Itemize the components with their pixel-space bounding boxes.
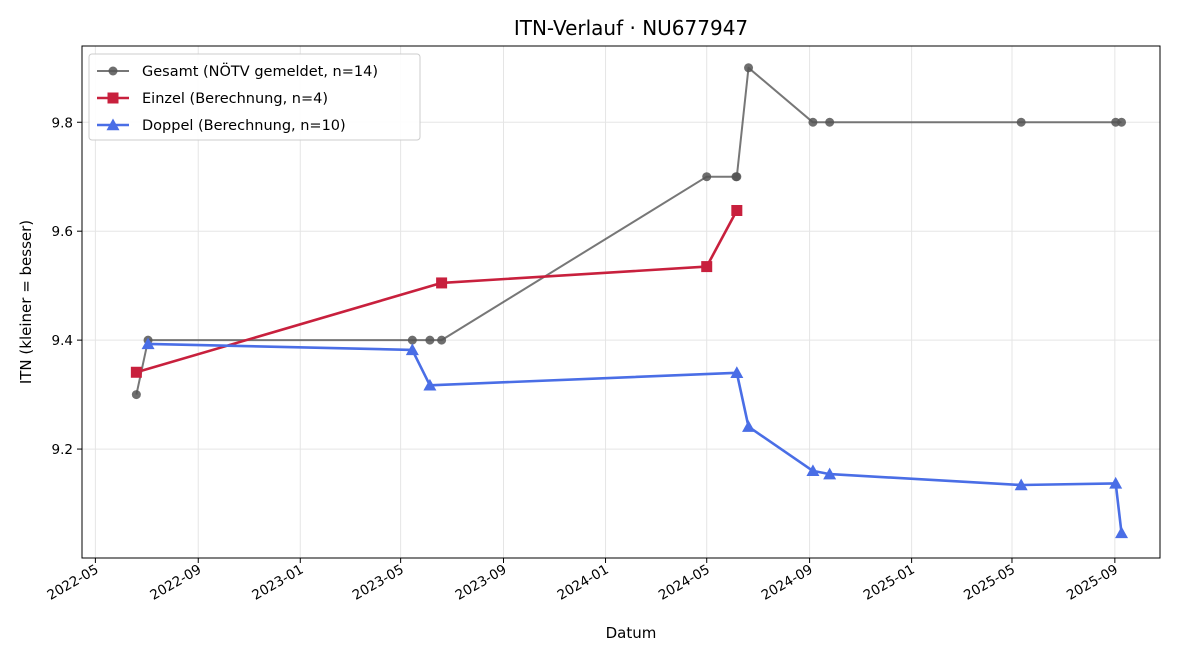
data-point [1014, 478, 1028, 491]
data-point [437, 335, 447, 345]
plot-frame [81, 45, 1161, 559]
legend-label: Einzel (Berechnung, n=4) [142, 91, 328, 107]
data-point [742, 420, 756, 432]
data-point [701, 261, 713, 273]
chart-title: ITN-Verlauf · NU677947 [514, 16, 748, 40]
legend-entry: Einzel (Berechnung, n=4) [97, 91, 328, 107]
legend-marker [108, 66, 118, 76]
y-tick-label: 9.6 [52, 224, 73, 240]
data-point [436, 277, 448, 289]
data-point [405, 343, 419, 356]
data-point [1016, 117, 1026, 127]
series-line [148, 342, 1123, 534]
series-line [136, 209, 738, 374]
data-point [823, 467, 837, 480]
legend-label: Gesamt (NÖTV gemeldet, n=14) [142, 62, 378, 80]
data-point [825, 117, 835, 127]
data-point [130, 366, 142, 378]
series-2 [130, 204, 743, 378]
data-point [423, 378, 437, 391]
series-3 [141, 337, 1129, 539]
data-point [131, 390, 141, 400]
data-point [806, 464, 820, 477]
y-tick-label: 9.2 [52, 442, 73, 458]
y-tick-label: 9.8 [52, 115, 73, 131]
data-point [407, 335, 417, 345]
legend-marker [107, 92, 119, 104]
data-point [732, 172, 742, 182]
data-point [1115, 526, 1129, 539]
data-point [702, 172, 712, 182]
data-point [731, 204, 743, 216]
legend-marker [106, 118, 120, 131]
y-axis-label: ITN (kleiner = besser) [17, 220, 35, 384]
data-point [1117, 117, 1127, 127]
legend-entry: Doppel (Berechnung, n=10) [97, 118, 346, 134]
data-point [808, 117, 818, 127]
data-point [1109, 476, 1123, 489]
x-axis-label: Datum [606, 624, 657, 642]
y-tick-label: 9.4 [52, 333, 73, 349]
legend-box [88, 53, 421, 141]
data-point [141, 337, 155, 350]
data-point [744, 63, 754, 73]
legend-entry: Gesamt (NÖTV gemeldet, n=14) [97, 62, 378, 80]
data-point [425, 335, 435, 345]
series-layer [130, 63, 1129, 539]
legend: Gesamt (NÖTV gemeldet, n=14) Einzel (Bere… [88, 53, 421, 141]
legend-label: Doppel (Berechnung, n=10) [142, 118, 346, 134]
data-point [730, 366, 744, 379]
